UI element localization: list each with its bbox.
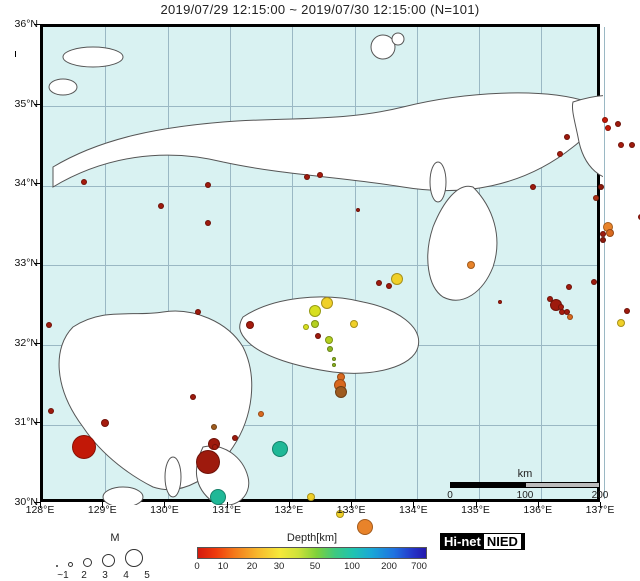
- earthquake-marker: [327, 346, 333, 352]
- magnitude-sample-dot: [83, 558, 92, 567]
- earthquake-marker: [629, 142, 635, 148]
- earthquake-marker: [335, 386, 347, 398]
- earthquake-marker: [232, 435, 238, 441]
- earthquake-marker: [210, 489, 226, 505]
- latitude-label: 36°N: [2, 18, 38, 30]
- earthquake-marker: [350, 320, 358, 328]
- earthquake-marker: [618, 142, 624, 148]
- latitude-label: 34°N: [2, 177, 38, 189]
- earthquake-marker: [606, 229, 614, 237]
- earthquake-marker: [386, 283, 392, 289]
- earthquake-marker: [272, 441, 288, 457]
- longitude-label: 134°E: [399, 504, 428, 516]
- earthquake-marker: [530, 184, 536, 190]
- longitude-label: 130°E: [150, 504, 179, 516]
- map-title: 2019/07/29 12:15:00 ~ 2019/07/30 12:15:0…: [0, 2, 640, 17]
- longitude-label: 132°E: [275, 504, 304, 516]
- magnitude-legend: M ~1 2 3 4 5: [56, 532, 154, 581]
- earthquake-marker: [591, 279, 597, 285]
- earthquake-marker: [258, 411, 264, 417]
- earthquake-marker: [205, 220, 211, 226]
- earthquake-marker: [391, 273, 403, 285]
- longitude-label: 133°E: [337, 504, 366, 516]
- earthquake-marker: [317, 172, 323, 178]
- longitude-label: 137°E: [586, 504, 615, 516]
- map-frame: [40, 24, 600, 502]
- earthquake-marker: [332, 363, 336, 367]
- latitude-label: 31°N: [2, 416, 38, 428]
- distance-scale-bar: km 0 100 200: [450, 468, 600, 502]
- earthquake-marker: [598, 184, 604, 190]
- earthquake-marker: [303, 324, 309, 330]
- earthquake-marker: [211, 424, 217, 430]
- latitude-label: 33°N: [2, 257, 38, 269]
- earthquake-marker: [467, 261, 475, 269]
- earthquake-marker: [498, 300, 502, 304]
- earthquake-marker: [356, 208, 360, 212]
- earthquake-marker: [196, 450, 220, 474]
- earthquake-marker: [311, 320, 319, 328]
- earthquake-marker: [615, 121, 621, 127]
- earthquake-marker: [567, 314, 573, 320]
- earthquake-marker: [212, 444, 218, 450]
- magnitude-sample-dot: [56, 565, 58, 567]
- earthquake-marker: [617, 319, 625, 327]
- earthquake-marker: [81, 179, 87, 185]
- earthquake-marker: [593, 195, 599, 201]
- depth-gradient-bar: [197, 547, 427, 559]
- depth-color-legend: Depth[km] 0 10 20 30 50 100 200 700: [197, 532, 427, 573]
- earthquake-marker: [315, 333, 321, 339]
- earthquake-marker: [158, 203, 164, 209]
- earthquake-marker: [246, 321, 254, 329]
- longitude-label: 135°E: [461, 504, 490, 516]
- earthquake-marker: [195, 309, 201, 315]
- longitude-label: 131°E: [212, 504, 241, 516]
- earthquake-marker: [557, 151, 563, 157]
- latitude-label: 35°N: [2, 98, 38, 110]
- earthquake-marker: [72, 435, 96, 459]
- magnitude-sample-dot: [68, 562, 73, 567]
- latitude-label: 30°N: [2, 496, 38, 508]
- earthquake-marker: [46, 322, 52, 328]
- magnitude-sample-dot: [125, 549, 143, 567]
- earthquake-marker: [101, 419, 109, 427]
- earthquake-marker: [321, 297, 333, 309]
- earthquake-marker: [309, 305, 321, 317]
- longitude-label: 136°E: [523, 504, 552, 516]
- earthquake-marker: [602, 117, 608, 123]
- earthquake-marker: [332, 357, 336, 361]
- earthquake-marker: [600, 237, 606, 243]
- earthquake-marker: [205, 182, 211, 188]
- earthquake-marker: [566, 284, 572, 290]
- gridline-longitude: [604, 27, 605, 499]
- earthquake-marker: [190, 394, 196, 400]
- earthquake-marker: [624, 308, 630, 314]
- earthquake-marker: [376, 280, 382, 286]
- hinet-nied-logo: Hi-net NIED: [440, 533, 525, 550]
- longitude-label: 129°E: [88, 504, 117, 516]
- earthquake-marker: [48, 408, 54, 414]
- earthquake-marker: [325, 336, 333, 344]
- earthquake-marker: [605, 125, 611, 131]
- earthquake-marker: [307, 493, 315, 501]
- landmass-svg: [43, 27, 603, 505]
- earthquake-marker: [304, 174, 310, 180]
- earthquake-marker: [564, 134, 570, 140]
- magnitude-sample-dot: [102, 554, 115, 567]
- latitude-label: 32°N: [2, 337, 38, 349]
